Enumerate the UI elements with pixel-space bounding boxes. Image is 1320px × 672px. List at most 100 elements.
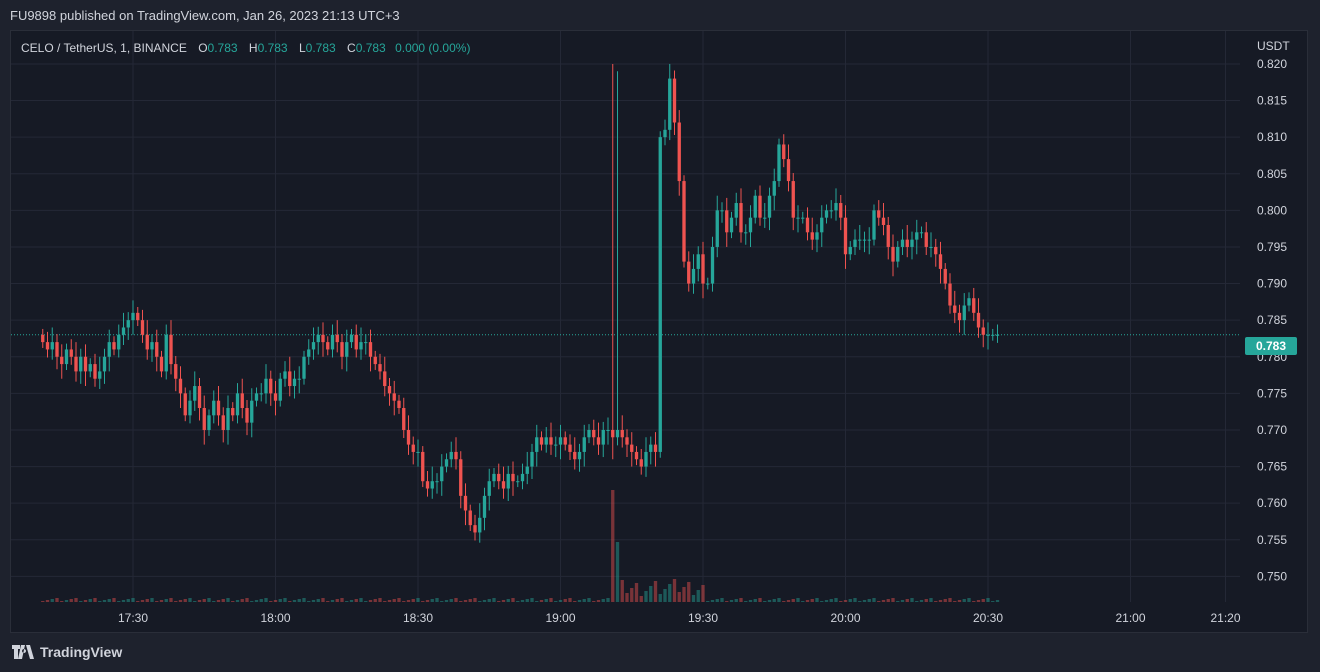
- candle-body: [278, 378, 282, 401]
- volume-bar: [601, 599, 605, 602]
- candle-body: [107, 342, 111, 357]
- volume-bar: [463, 600, 468, 602]
- candle-body: [492, 473, 496, 482]
- candle-body: [64, 349, 69, 365]
- volume-bar: [554, 601, 558, 602]
- symbol-name[interactable]: CELO / TetherUS, 1, BINANCE: [21, 41, 187, 55]
- volume-bar: [900, 600, 905, 602]
- volume-bar: [739, 598, 743, 602]
- volume-bar: [335, 599, 339, 602]
- currency-label[interactable]: USDT: [1257, 39, 1290, 53]
- volume-bar: [725, 601, 729, 602]
- volume-bar: [919, 600, 924, 602]
- volume-bar: [839, 601, 843, 602]
- candle-body: [126, 320, 130, 328]
- candle-body: [311, 342, 316, 350]
- volume-bar: [60, 601, 64, 602]
- candle-body: [159, 356, 164, 372]
- candle-body: [454, 451, 458, 460]
- candle-body: [41, 334, 45, 343]
- volume-bar: [991, 601, 995, 602]
- volume-bar: [183, 599, 187, 602]
- volume-bar: [112, 598, 116, 602]
- candle-body: [720, 210, 724, 212]
- candle-body: [729, 217, 734, 233]
- volume-bar: [867, 599, 871, 602]
- volume-bar: [83, 600, 88, 602]
- candle-body: [625, 437, 629, 445]
- candle-body: [482, 495, 487, 518]
- candle-body: [677, 122, 681, 182]
- candle-body: [364, 342, 368, 344]
- volume-bar: [672, 579, 677, 602]
- volume-bar: [444, 600, 449, 602]
- candle-body: [753, 195, 757, 218]
- candle-body: [60, 356, 64, 365]
- volume-bar: [649, 586, 653, 602]
- volume-bar: [587, 598, 591, 602]
- candle-body: [145, 334, 149, 350]
- x-tick-label: 21:20: [1210, 611, 1240, 625]
- candle-body: [373, 356, 377, 365]
- candle-body: [440, 466, 444, 482]
- volume-bar: [487, 599, 491, 602]
- symbol-legend: CELO / TetherUS, 1, BINANCE O0.783 H0.78…: [21, 41, 470, 55]
- candle-body: [948, 283, 952, 306]
- volume-bar: [292, 600, 297, 602]
- volume-bar: [568, 598, 572, 602]
- candle-body: [877, 210, 881, 218]
- candle-body: [197, 386, 202, 409]
- volume-bar: [620, 580, 624, 602]
- candle-body: [221, 415, 225, 430]
- candle-body: [174, 364, 178, 379]
- candle-body: [805, 217, 810, 233]
- volume-bar: [478, 601, 482, 602]
- volume-bar: [212, 601, 216, 602]
- candle-body: [834, 203, 838, 211]
- candle-body: [525, 466, 529, 474]
- volume-bar: [421, 601, 425, 602]
- candle-body: [915, 232, 919, 240]
- volume-bar: [691, 595, 696, 602]
- volume-bar: [563, 599, 567, 602]
- volume-bar: [872, 598, 876, 602]
- volume-bar: [696, 590, 700, 602]
- volume-bar: [188, 598, 192, 602]
- volume-bar: [767, 600, 772, 602]
- y-tick-label: 0.800: [1257, 203, 1287, 217]
- candle-body: [672, 78, 677, 123]
- volume-bar: [957, 600, 962, 602]
- volume-bar: [525, 599, 529, 602]
- candle-body: [706, 283, 710, 285]
- candle-body: [50, 342, 54, 350]
- candle-body: [501, 481, 506, 489]
- candle-body: [763, 217, 767, 219]
- candle-body: [516, 481, 520, 483]
- volume-bar: [834, 598, 838, 602]
- candle-body: [131, 312, 135, 321]
- volume-bar: [202, 599, 206, 602]
- volume-bar: [668, 584, 672, 602]
- volume-bar: [259, 599, 263, 602]
- volume-bar: [786, 600, 791, 602]
- candle-body: [459, 459, 463, 496]
- volume-bar: [497, 601, 501, 602]
- volume-bar: [140, 600, 145, 602]
- y-tick-label: 0.775: [1257, 386, 1287, 400]
- candle-body: [544, 437, 548, 445]
- candle-body: [288, 371, 292, 387]
- volume-bar: [302, 598, 306, 602]
- volume-bar: [240, 599, 244, 602]
- volume-bar: [459, 601, 463, 602]
- volume-bar: [582, 599, 586, 602]
- candle-body: [919, 232, 924, 234]
- candle-body: [292, 378, 297, 387]
- volume-bar: [174, 601, 178, 602]
- candle-body: [758, 195, 762, 218]
- volume-bar: [981, 599, 985, 602]
- candle-body: [188, 400, 192, 416]
- volume-bar: [245, 598, 249, 602]
- candle-body: [896, 246, 900, 262]
- candle-body: [744, 232, 748, 234]
